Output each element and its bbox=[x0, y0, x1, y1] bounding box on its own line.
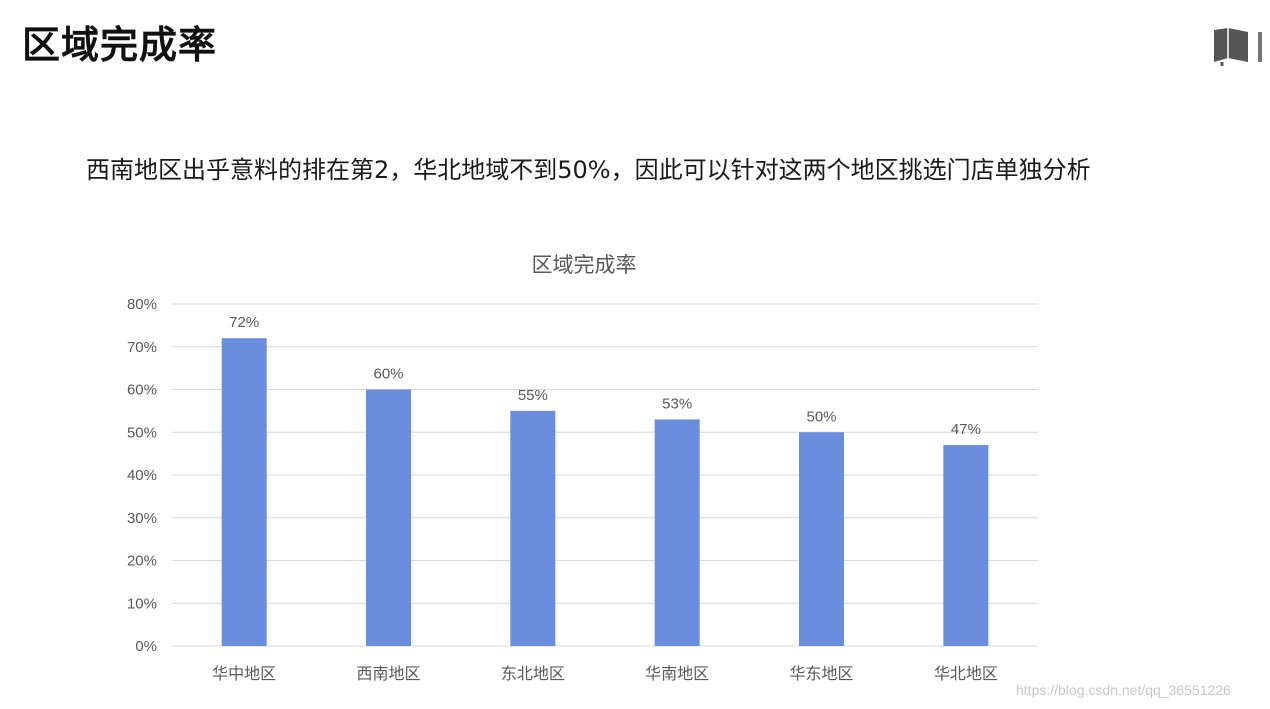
chart-title: 区域完成率 bbox=[532, 253, 637, 277]
data-label: 72% bbox=[229, 314, 259, 331]
x-tick-label: 华东地区 bbox=[789, 664, 853, 683]
y-tick-label: 40% bbox=[127, 467, 157, 484]
bar bbox=[221, 338, 267, 646]
data-label: 60% bbox=[373, 366, 403, 383]
y-tick-label: 10% bbox=[127, 595, 157, 612]
watermark: https://blog.csdn.net/qq_36551226 bbox=[1016, 682, 1231, 698]
x-tick-label: 西南地区 bbox=[356, 664, 420, 683]
data-label: 50% bbox=[806, 408, 836, 425]
data-label: 55% bbox=[518, 387, 548, 404]
y-tick-label: 70% bbox=[127, 339, 157, 356]
data-label: 53% bbox=[662, 395, 692, 412]
x-tick-label: 华北地区 bbox=[934, 664, 998, 683]
y-tick-label: 0% bbox=[135, 638, 157, 655]
y-tick-label: 30% bbox=[127, 510, 157, 527]
bar bbox=[510, 410, 556, 646]
y-tick-label: 60% bbox=[127, 382, 157, 399]
x-tick-label: 华中地区 bbox=[212, 664, 276, 683]
bar bbox=[366, 389, 411, 646]
book-icon bbox=[1214, 28, 1262, 66]
slide-subtitle: 西南地区出乎意料的排在第2，华北地域不到50%，因此可以针对这两个地区挑选门店单… bbox=[86, 156, 1091, 184]
data-label: 47% bbox=[951, 421, 981, 438]
x-tick-label: 东北地区 bbox=[501, 664, 565, 683]
x-tick-label: 华南地区 bbox=[645, 664, 709, 683]
bar bbox=[799, 432, 844, 646]
bar bbox=[943, 445, 989, 646]
y-tick-label: 20% bbox=[127, 553, 157, 570]
bar bbox=[654, 419, 700, 646]
y-tick-label: 80% bbox=[127, 296, 157, 313]
slide-title: 区域完成率 bbox=[22, 23, 218, 67]
y-tick-label: 50% bbox=[127, 424, 157, 441]
